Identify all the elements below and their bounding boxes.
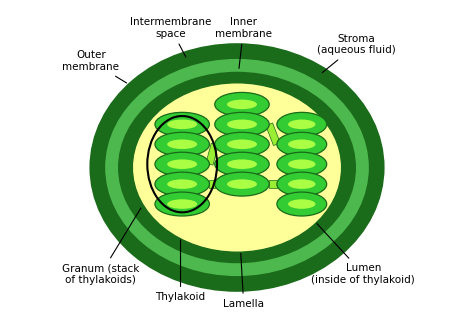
Text: Granum (stack
of thylakoids): Granum (stack of thylakoids) xyxy=(62,208,141,285)
Ellipse shape xyxy=(215,112,269,136)
Ellipse shape xyxy=(155,132,210,156)
Ellipse shape xyxy=(277,112,327,136)
Ellipse shape xyxy=(215,132,269,156)
Polygon shape xyxy=(269,181,277,188)
Ellipse shape xyxy=(155,152,210,176)
Ellipse shape xyxy=(288,179,316,189)
Ellipse shape xyxy=(227,179,257,189)
Ellipse shape xyxy=(155,192,210,216)
Ellipse shape xyxy=(155,172,210,196)
Text: Lamella: Lamella xyxy=(223,190,264,309)
Ellipse shape xyxy=(167,120,197,129)
Ellipse shape xyxy=(277,192,327,216)
Ellipse shape xyxy=(132,83,342,252)
Ellipse shape xyxy=(227,120,257,129)
Ellipse shape xyxy=(215,172,269,196)
Text: Stroma
(aqueous fluid): Stroma (aqueous fluid) xyxy=(317,34,396,73)
Polygon shape xyxy=(210,181,215,188)
Ellipse shape xyxy=(277,172,327,196)
Ellipse shape xyxy=(155,112,210,136)
Text: Inner
membrane: Inner membrane xyxy=(215,17,272,68)
Ellipse shape xyxy=(227,159,257,169)
Ellipse shape xyxy=(215,152,269,176)
Ellipse shape xyxy=(91,45,383,290)
Text: Outer
membrane: Outer membrane xyxy=(62,50,127,83)
Text: Lumen
(inside of thylakoid): Lumen (inside of thylakoid) xyxy=(305,211,415,285)
Text: Thylakoid: Thylakoid xyxy=(155,212,206,302)
Polygon shape xyxy=(206,143,218,165)
Ellipse shape xyxy=(167,139,197,149)
Ellipse shape xyxy=(167,159,197,169)
Text: Intermembrane
space: Intermembrane space xyxy=(130,17,211,57)
Ellipse shape xyxy=(277,132,327,156)
Ellipse shape xyxy=(215,92,269,116)
Ellipse shape xyxy=(104,58,370,277)
Ellipse shape xyxy=(288,159,316,169)
Ellipse shape xyxy=(227,99,257,109)
Ellipse shape xyxy=(277,152,327,176)
Ellipse shape xyxy=(288,199,316,209)
Ellipse shape xyxy=(119,73,355,262)
Ellipse shape xyxy=(288,120,316,129)
Ellipse shape xyxy=(167,179,197,189)
Ellipse shape xyxy=(288,139,316,149)
Polygon shape xyxy=(266,123,280,145)
Ellipse shape xyxy=(167,199,197,209)
Ellipse shape xyxy=(227,139,257,149)
